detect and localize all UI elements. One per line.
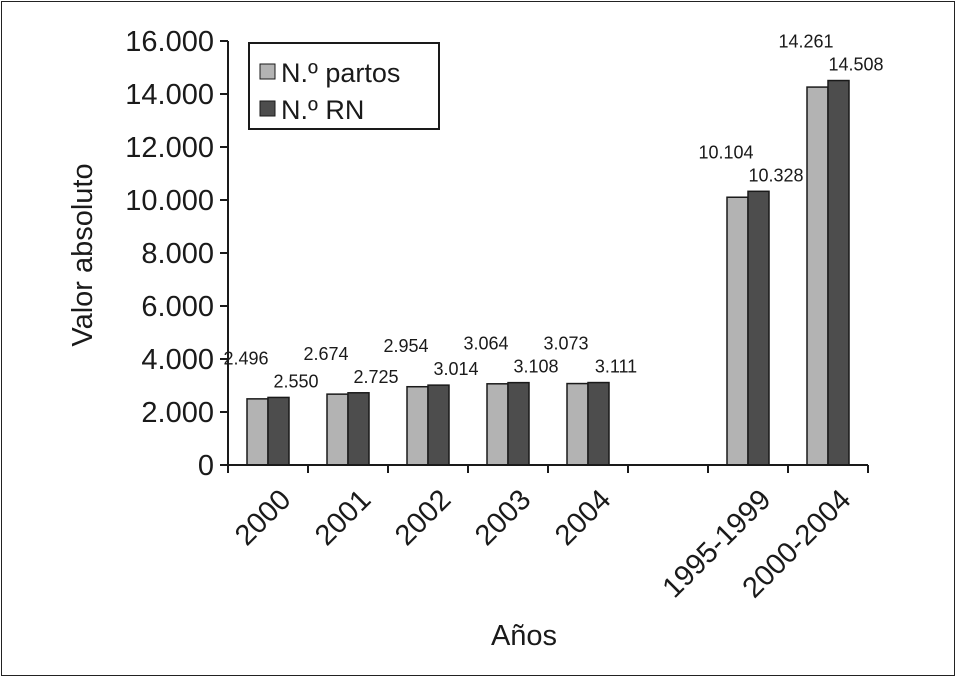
- data-label-rn-2000: 2.550: [273, 371, 318, 391]
- legend-swatch-rn: [259, 100, 276, 117]
- bar-partos-2001: [326, 393, 349, 466]
- bar-rn-1995-1999: [747, 190, 770, 466]
- data-label-rn-2000-2004: 14.508: [828, 55, 883, 75]
- bar-rn-2001: [347, 392, 370, 466]
- x-tick-label-2004: 2004: [549, 484, 617, 552]
- x-tick-label-2002: 2002: [389, 484, 457, 552]
- legend: N.º partos N.º RN: [248, 42, 440, 130]
- axes-group: 0 2.000 4.000 6.000 8.000 10.000 12.000 14.000 1…: [125, 26, 869, 604]
- data-label-partos-2001: 2.674: [303, 344, 348, 364]
- legend-label-rn: N.º RN: [281, 95, 364, 125]
- bar-partos-2004: [566, 382, 589, 466]
- x-axis-title: Años: [491, 620, 557, 652]
- y-tick-label: 6.000: [141, 291, 214, 323]
- bar-partos-1995-1999: [726, 196, 749, 466]
- x-tick-label-2000: 2000: [229, 484, 297, 552]
- bar-rn-2000-2004: [827, 79, 850, 466]
- y-tick-label: 14.000: [125, 79, 214, 111]
- data-label-rn-2002: 3.014: [433, 359, 478, 379]
- bar-partos-2003: [486, 383, 509, 466]
- data-label-partos-2003: 3.064: [463, 334, 508, 354]
- y-tick-label: 4.000: [141, 344, 214, 376]
- y-axis-title: Valor absoluto: [67, 163, 99, 346]
- y-tick-label: 10.000: [125, 185, 214, 217]
- bar-rn-2004: [587, 381, 610, 466]
- legend-box: [248, 42, 440, 130]
- y-tick-label: 0: [198, 450, 214, 482]
- data-label-partos-2000: 2.496: [223, 348, 268, 368]
- data-label-rn-1995-1999: 10.328: [748, 165, 803, 185]
- bars-group: [246, 79, 850, 466]
- bar-rn-2000: [267, 396, 290, 466]
- bar-partos-2002: [406, 385, 429, 466]
- data-label-rn-2001: 2.725: [353, 367, 398, 387]
- data-label-partos-1995-1999: 10.104: [698, 142, 753, 162]
- bar-rn-2003: [507, 381, 530, 466]
- data-label-partos-2004: 3.073: [543, 334, 588, 354]
- y-tick-label: 2.000: [141, 397, 214, 429]
- legend-label-partos: N.º partos: [281, 58, 400, 88]
- y-tick-label: 16.000: [125, 26, 214, 58]
- x-tick-label-2003: 2003: [469, 484, 537, 552]
- bar-rn-2002: [427, 384, 450, 466]
- x-tick-label-2001: 2001: [309, 484, 377, 552]
- data-label-partos-2000-2004: 14.261: [778, 32, 833, 52]
- data-label-rn-2004: 3.111: [595, 357, 637, 377]
- data-label-partos-2002: 2.954: [383, 336, 428, 356]
- bar-partos-2000: [246, 398, 269, 466]
- y-tick-label: 8.000: [141, 238, 214, 270]
- bar-partos-2000-2004: [806, 86, 829, 466]
- y-tick-label: 12.000: [125, 132, 214, 164]
- data-label-rn-2003: 3.108: [513, 357, 558, 377]
- legend-swatch-partos: [259, 63, 276, 80]
